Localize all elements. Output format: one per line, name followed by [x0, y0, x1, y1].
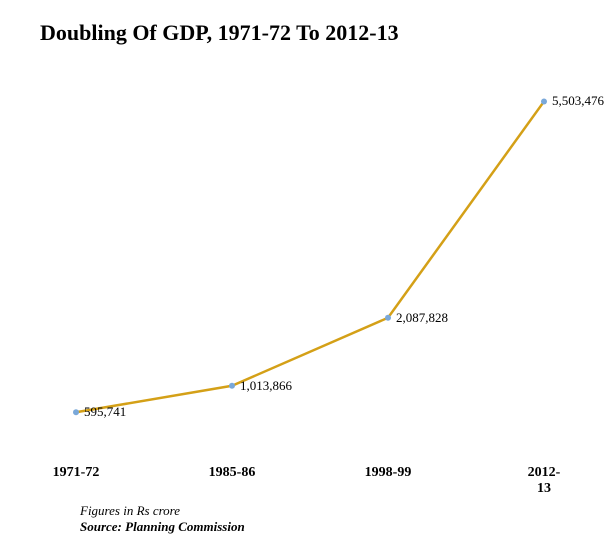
data-value-label: 2,087,828 — [396, 310, 448, 326]
chart-footer: Figures in Rs crore Source: Planning Com… — [80, 503, 245, 535]
data-value-label: 1,013,866 — [240, 378, 292, 394]
data-value-label: 5,503,476 — [552, 93, 604, 109]
data-marker — [541, 98, 547, 104]
data-line — [76, 101, 544, 412]
footer-source-label: Source: — [80, 519, 125, 534]
x-axis-label: 1985-86 — [209, 465, 256, 481]
footer-note: Figures in Rs crore — [80, 503, 245, 519]
plot-area: 595,7411,013,8662,087,8285,503,476 1971-… — [50, 70, 570, 450]
x-axis-label: 2012-13 — [528, 465, 561, 497]
line-chart-svg — [50, 70, 570, 450]
chart-container: Doubling Of GDP, 1971-72 To 2012-13 595,… — [0, 0, 611, 555]
x-axis-label: 1998-99 — [365, 465, 412, 481]
data-value-label: 595,741 — [84, 404, 126, 420]
data-marker — [385, 315, 391, 321]
x-axis-label: 1971-72 — [53, 465, 100, 481]
chart-title: Doubling Of GDP, 1971-72 To 2012-13 — [40, 20, 399, 46]
footer-source: Source: Planning Commission — [80, 519, 245, 535]
data-markers — [73, 98, 547, 415]
data-marker — [229, 383, 235, 389]
data-marker — [73, 409, 79, 415]
footer-source-value: Planning Commission — [125, 519, 245, 534]
